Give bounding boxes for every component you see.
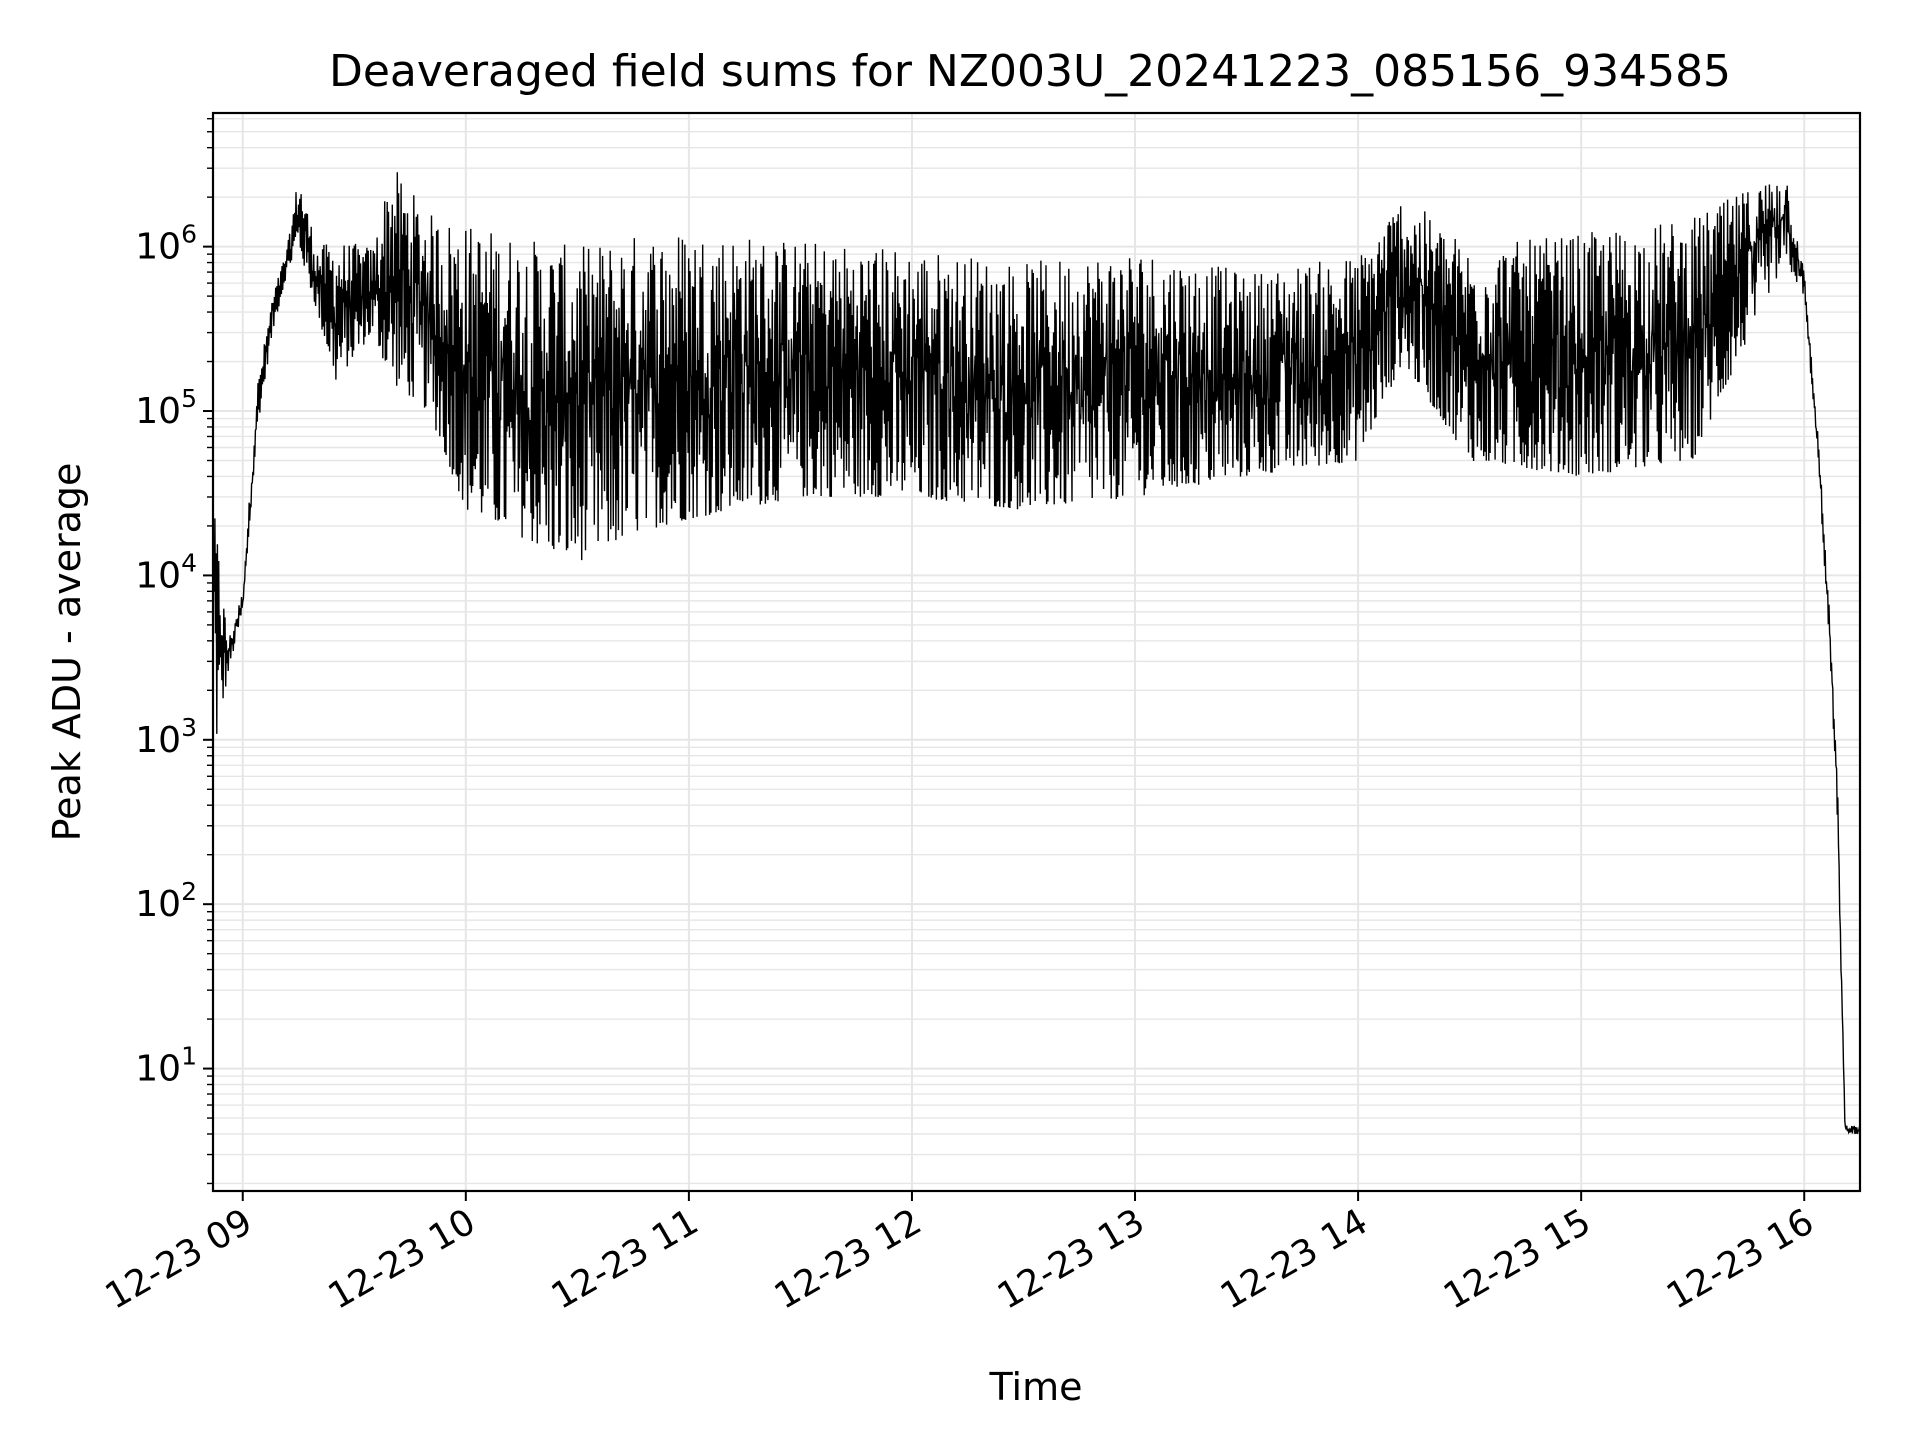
y-axis: 101 102 103 104 105 106 bbox=[135, 118, 213, 1185]
x-tick-label: 12-23 11 bbox=[545, 1201, 706, 1317]
grid-lines bbox=[213, 113, 1860, 1191]
x-axis-label: Time bbox=[989, 1365, 1083, 1409]
x-tick-label: 12-23 09 bbox=[99, 1201, 260, 1317]
y-tick-label: 106 bbox=[135, 220, 197, 268]
y-tick-label: 105 bbox=[135, 384, 197, 432]
x-tick-label: 12-23 16 bbox=[1660, 1201, 1821, 1317]
y-tick-label: 101 bbox=[135, 1042, 197, 1090]
x-tick-label: 12-23 13 bbox=[991, 1201, 1152, 1317]
x-tick-label: 12-23 14 bbox=[1214, 1201, 1375, 1317]
plot-frame bbox=[211, 111, 1862, 1193]
x-tick-label: 12-23 12 bbox=[768, 1201, 929, 1317]
y-axis-label: Peak ADU - average bbox=[45, 463, 89, 842]
x-tick-label: 12-23 15 bbox=[1437, 1201, 1598, 1317]
y-tick-label: 104 bbox=[135, 548, 197, 596]
y-tick-label: 103 bbox=[135, 713, 197, 761]
x-axis: 12-23 09 12-23 10 12-23 11 12-23 12 12-23 13… bbox=[99, 1191, 1821, 1318]
x-tick-label: 12-23 10 bbox=[322, 1201, 483, 1317]
chart-title: Deaveraged field sums for NZ003U_2024122… bbox=[329, 46, 1731, 97]
series-line bbox=[212, 172, 1861, 1135]
y-tick-label: 102 bbox=[135, 877, 197, 925]
